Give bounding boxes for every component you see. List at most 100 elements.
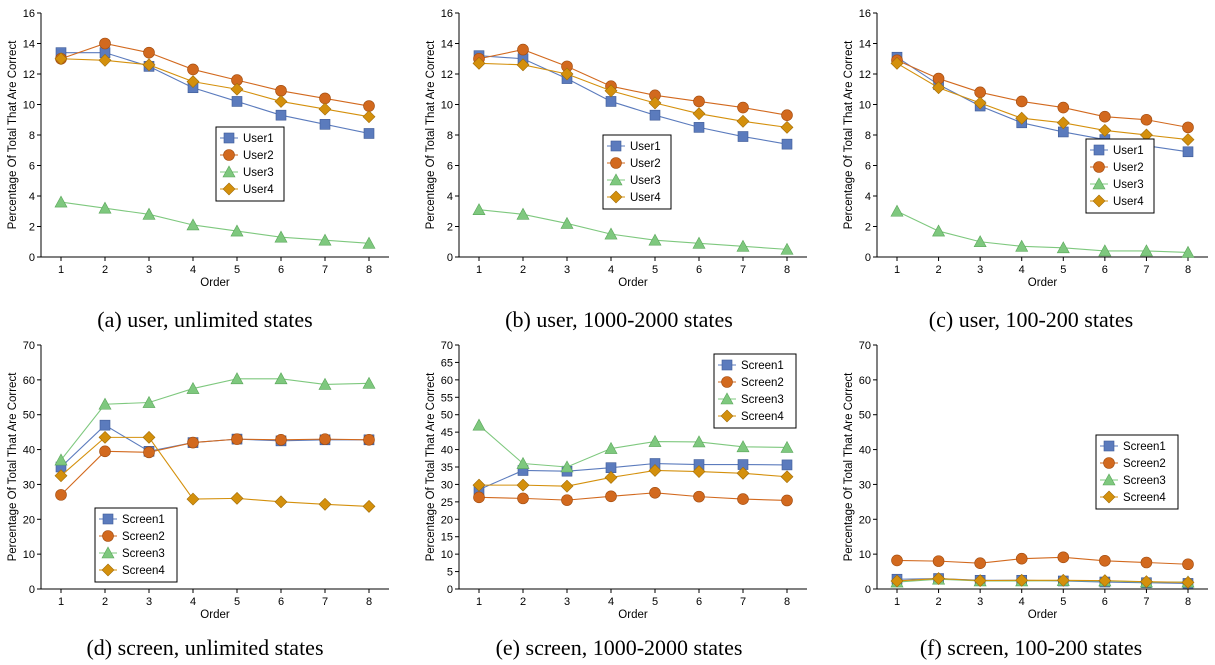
legend: Screen1 Screen2 Screen3 Screen4 <box>713 353 797 429</box>
x-tick-label: 3 <box>564 596 570 608</box>
legend: User1 User2 User3 User4 <box>215 126 285 202</box>
series-line <box>60 378 370 461</box>
x-tick-label: 1 <box>58 596 64 608</box>
data-point <box>890 204 904 217</box>
series-line <box>479 469 788 487</box>
x-tick-label: 7 <box>740 264 746 276</box>
data-point <box>98 53 112 67</box>
series-line <box>478 209 788 250</box>
x-axis-label: Order <box>1028 277 1058 289</box>
data-point <box>1099 554 1111 567</box>
y-tick-label: 5 <box>447 567 453 579</box>
legend-marker <box>609 173 623 186</box>
series-line <box>896 59 1189 128</box>
data-point <box>605 96 617 107</box>
data-point <box>560 67 574 81</box>
x-tick-label: 3 <box>564 264 570 276</box>
data-point <box>932 81 945 95</box>
x-tick-label: 7 <box>1143 264 1149 276</box>
legend-marker <box>721 376 733 388</box>
data-point <box>648 464 662 477</box>
x-tick-label: 6 <box>1102 264 1108 276</box>
legend-label: User1 <box>1113 145 1144 157</box>
data-point <box>780 242 794 255</box>
data-point <box>1057 101 1070 114</box>
data-point <box>99 419 111 431</box>
legend-label: User4 <box>243 184 274 196</box>
legend-label: Screen4 <box>741 411 784 423</box>
data-point <box>693 122 705 133</box>
data-point <box>974 557 986 570</box>
series-line <box>60 438 370 496</box>
data-point <box>54 52 68 66</box>
series-line <box>896 210 1189 253</box>
x-tick-label: 3 <box>977 596 983 608</box>
data-point <box>781 138 793 150</box>
data-point <box>1140 556 1153 569</box>
y-tick-label: 14 <box>441 39 453 51</box>
data-point <box>187 436 199 449</box>
y-tick-label: 50 <box>441 410 453 422</box>
data-point <box>781 109 793 121</box>
data-point <box>1056 241 1070 254</box>
data-point <box>516 58 530 72</box>
x-tick-label: 4 <box>190 264 196 276</box>
data-point <box>362 499 376 513</box>
data-point <box>143 46 155 59</box>
data-point <box>275 84 287 97</box>
x-tick-label: 6 <box>696 264 702 276</box>
y-tick-label: 20 <box>23 514 35 526</box>
series-line <box>896 556 1189 565</box>
data-point <box>362 236 376 249</box>
x-tick-label: 4 <box>190 596 196 608</box>
data-point <box>692 435 706 448</box>
y-tick-label: 60 <box>23 375 35 387</box>
legend-marker <box>222 182 236 196</box>
data-point <box>932 224 946 237</box>
x-tick-label: 3 <box>146 596 152 608</box>
legend-label: User4 <box>630 192 661 204</box>
panel-caption: (c) user, 100-200 states <box>929 307 1133 332</box>
y-tick-label: 30 <box>859 479 871 491</box>
data-point <box>604 441 618 454</box>
legend-marker <box>1102 490 1116 504</box>
y-tick-label: 30 <box>441 479 453 491</box>
data-point <box>1182 121 1194 134</box>
data-point <box>1181 575 1195 589</box>
series-user3 <box>54 195 376 249</box>
data-point <box>736 466 750 480</box>
y-tick-label: 6 <box>29 161 35 173</box>
data-point <box>275 109 287 121</box>
legend-label: Screen4 <box>122 565 165 577</box>
x-tick-label: 2 <box>102 264 108 276</box>
data-point <box>517 492 529 505</box>
x-axis-label: Order <box>1028 609 1058 621</box>
data-point <box>1140 113 1153 126</box>
x-tick-label: 7 <box>322 264 328 276</box>
data-point <box>1015 573 1029 587</box>
legend-marker <box>223 149 235 161</box>
data-point <box>693 490 705 503</box>
series-line <box>478 55 788 145</box>
legend-label: User1 <box>630 141 661 153</box>
data-point <box>604 471 618 484</box>
legend-label: Screen3 <box>1123 475 1166 487</box>
y-tick-label: 4 <box>29 191 35 203</box>
series-line <box>478 492 788 502</box>
data-point <box>275 434 287 446</box>
series-user3 <box>472 203 794 255</box>
series-line <box>60 58 370 118</box>
series-user4 <box>890 56 1195 146</box>
series-screen4 <box>54 430 376 513</box>
y-tick-label: 45 <box>441 427 453 439</box>
y-tick-label: 10 <box>441 549 453 561</box>
y-tick-label: 15 <box>441 532 453 544</box>
data-point <box>516 207 530 220</box>
data-point <box>693 95 705 108</box>
legend-label: Screen1 <box>1123 441 1166 453</box>
legend-label: User2 <box>243 150 274 162</box>
data-point <box>1015 111 1029 125</box>
